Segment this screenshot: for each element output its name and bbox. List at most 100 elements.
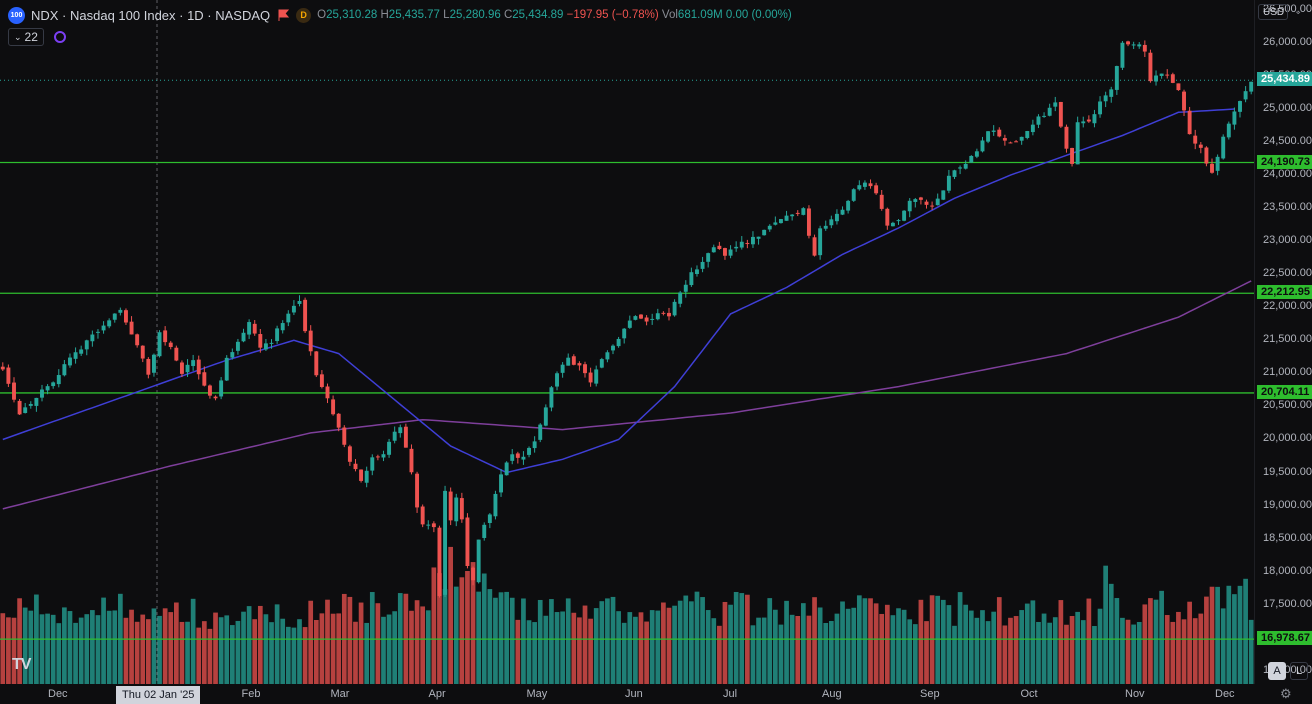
volume-bar bbox=[1041, 613, 1047, 684]
chevron-down-icon: ⌄ bbox=[14, 31, 22, 42]
log-scale-button[interactable]: L bbox=[1290, 662, 1308, 680]
candle-body bbox=[476, 539, 481, 583]
flag-icon[interactable] bbox=[276, 8, 290, 22]
volume-bar bbox=[409, 610, 414, 684]
chevron-down-icon[interactable]: ⌄ bbox=[1294, 6, 1303, 17]
volume-bar bbox=[957, 592, 963, 684]
volume-bar bbox=[162, 608, 168, 684]
volume-bar bbox=[655, 610, 661, 684]
volume-bar bbox=[1075, 611, 1081, 684]
volume-bar bbox=[1080, 620, 1086, 684]
candle-body bbox=[1187, 110, 1192, 135]
candle-body bbox=[314, 351, 319, 376]
volume-bar bbox=[750, 625, 756, 684]
candle-body bbox=[874, 185, 879, 194]
volume-bar bbox=[1237, 585, 1243, 684]
candle-body bbox=[1193, 135, 1198, 144]
volume-bar bbox=[968, 610, 974, 684]
volume-bar bbox=[45, 613, 50, 684]
candle-body bbox=[84, 340, 89, 350]
candle-body bbox=[437, 527, 442, 597]
candle-body bbox=[1025, 131, 1030, 138]
volume-bar bbox=[890, 615, 896, 684]
volume-bar bbox=[543, 615, 549, 684]
price-tick-label: 19,500.00 bbox=[1263, 465, 1312, 478]
candle-body bbox=[778, 219, 783, 224]
volume-bar bbox=[84, 614, 90, 684]
candle-body bbox=[381, 454, 386, 458]
candle-body bbox=[644, 317, 649, 322]
auto-scale-button[interactable]: A bbox=[1268, 662, 1286, 680]
candle-body bbox=[331, 399, 336, 415]
volume-bar bbox=[140, 614, 146, 684]
candle-body bbox=[1148, 52, 1153, 82]
volume-bar bbox=[386, 614, 392, 684]
volume-bar bbox=[442, 589, 448, 684]
indicators-toggle-button[interactable]: ⌄ 22 bbox=[8, 28, 44, 46]
candle-body bbox=[1064, 126, 1069, 149]
volume-bar bbox=[666, 607, 672, 684]
volume-bar bbox=[1125, 619, 1131, 684]
volume-bar bbox=[325, 599, 330, 684]
volume-bar bbox=[828, 621, 834, 684]
price-chart[interactable] bbox=[0, 0, 1254, 684]
price-axis[interactable]: 26,500.0026,000.0025,500.0025,000.0024,5… bbox=[1254, 0, 1312, 684]
candle-body bbox=[695, 269, 699, 274]
volume-bar bbox=[621, 622, 627, 684]
candle-body bbox=[829, 219, 834, 226]
candle-body bbox=[1126, 41, 1130, 45]
volume-bar bbox=[565, 598, 571, 684]
candle-body bbox=[34, 397, 39, 406]
candle-body bbox=[213, 396, 218, 399]
volume-bar bbox=[560, 611, 565, 684]
candle-body bbox=[230, 352, 235, 358]
currency-selector[interactable]: USD bbox=[1258, 4, 1288, 20]
volume-bar bbox=[537, 599, 543, 684]
candle-body bbox=[370, 457, 375, 471]
candle-body bbox=[924, 201, 929, 205]
candle-body bbox=[1030, 124, 1035, 133]
volume-bar bbox=[789, 614, 795, 684]
volume-bar bbox=[509, 597, 515, 684]
candle-body bbox=[269, 342, 274, 344]
volume-bar bbox=[285, 626, 291, 684]
symbol-title[interactable]: NDX · Nasdaq 100 Index · 1D · NASDAQ bbox=[31, 7, 271, 23]
candle-body bbox=[672, 301, 677, 316]
candle-body bbox=[96, 331, 100, 333]
volume-bar bbox=[330, 613, 336, 684]
indicator-settings-icon[interactable] bbox=[53, 31, 66, 43]
volume-bar bbox=[56, 623, 62, 684]
candle-body bbox=[73, 352, 78, 359]
candle-body bbox=[605, 352, 610, 360]
delayed-data-badge[interactable]: D bbox=[296, 7, 312, 23]
volume-bar bbox=[1226, 585, 1232, 684]
candle-body bbox=[107, 320, 112, 327]
candle-body bbox=[751, 236, 755, 245]
candle-body bbox=[79, 349, 84, 354]
candle-body bbox=[398, 427, 403, 434]
volume-bar bbox=[1030, 600, 1036, 684]
candle-body bbox=[1086, 119, 1091, 122]
volume-bar bbox=[879, 613, 885, 684]
volume-bar bbox=[940, 599, 946, 684]
volume-bar bbox=[274, 604, 280, 684]
volume-bar bbox=[767, 598, 773, 684]
time-axis[interactable]: Dec Feb Mar Apr May Jun Jul Aug Sep Oct Nov Dec bbox=[0, 684, 1254, 704]
candle-body bbox=[885, 208, 890, 226]
volume-bar bbox=[577, 617, 582, 684]
price-tick-label: 24,000.00 bbox=[1263, 168, 1312, 181]
gear-icon[interactable]: ⚙ bbox=[1280, 686, 1292, 701]
volume-bar bbox=[431, 567, 437, 684]
candle-body bbox=[655, 313, 660, 320]
volume-bar bbox=[1142, 604, 1148, 684]
volume-bar bbox=[1209, 586, 1215, 684]
volume-bar bbox=[1036, 621, 1041, 684]
volume-bar bbox=[1153, 599, 1159, 684]
candle-body bbox=[583, 364, 587, 374]
candle-body bbox=[913, 199, 918, 202]
candle-body bbox=[1058, 101, 1063, 127]
volume-bar bbox=[918, 599, 924, 684]
volume-bar bbox=[201, 621, 207, 684]
volume-bar bbox=[190, 598, 196, 684]
candle-body bbox=[392, 431, 397, 441]
